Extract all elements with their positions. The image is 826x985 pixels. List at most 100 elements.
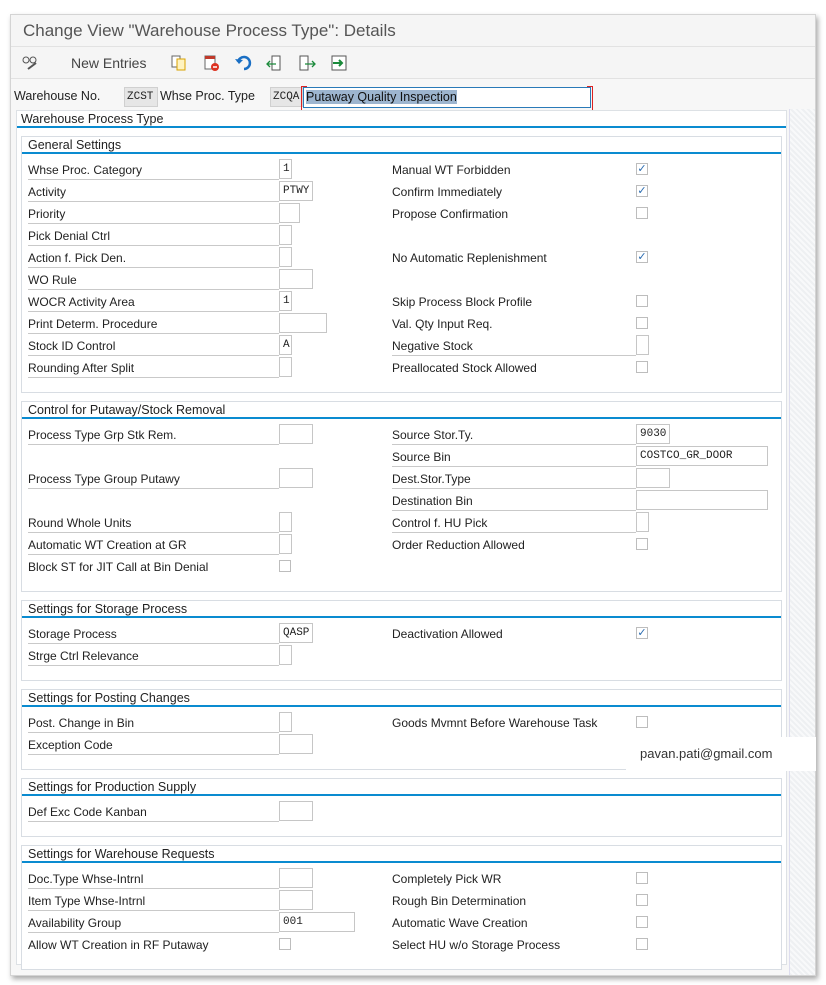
- propose-confirmation-checkbox[interactable]: [636, 207, 648, 219]
- skip-process-block-profile-checkbox[interactable]: [636, 295, 648, 307]
- description-text: Putaway Quality Inspection: [306, 90, 457, 104]
- priority-input[interactable]: [279, 203, 300, 223]
- negative-stock-input[interactable]: [636, 335, 649, 355]
- automatic-wt-creation-at-gr-input[interactable]: [279, 534, 292, 554]
- goods-mvmnt-before-warehouse-task-checkbox[interactable]: [636, 716, 648, 728]
- round-whole-units-input[interactable]: [279, 512, 292, 532]
- display-change-button[interactable]: [21, 54, 39, 72]
- doc-type-whse-intrnl-input[interactable]: [279, 868, 313, 888]
- preallocated-stock-allowed-checkbox[interactable]: [636, 361, 648, 373]
- field-destination-bin: Destination Bin: [392, 489, 792, 511]
- field-post-change-in-bin: Post. Change in Bin: [28, 711, 388, 733]
- process-type-group-putawy-input[interactable]: [279, 468, 313, 488]
- group-title: Settings for Storage Process: [22, 601, 781, 618]
- no-automatic-replenishment-checkbox[interactable]: ✓: [636, 251, 648, 263]
- undo-button[interactable]: [234, 54, 252, 72]
- process-type-label: Whse Proc. Type: [160, 89, 255, 103]
- field-label: Destination Bin: [392, 489, 636, 511]
- order-reduction-allowed-checkbox[interactable]: [636, 538, 648, 550]
- manual-wt-forbidden-checkbox[interactable]: ✓: [636, 163, 648, 175]
- storage-process-input[interactable]: QASP: [279, 623, 313, 643]
- field-def-exc-code-kanban: Def Exc Code Kanban: [28, 800, 388, 822]
- pick-denial-ctrl-input[interactable]: [279, 225, 292, 245]
- rounding-after-split-input[interactable]: [279, 357, 292, 377]
- wocr-activity-area-input[interactable]: 1: [279, 291, 292, 311]
- field-strge-ctrl-relevance: Strge Ctrl Relevance: [28, 644, 388, 666]
- new-entries-button[interactable]: New Entries: [71, 54, 147, 71]
- dest-stor-type-input[interactable]: [636, 468, 670, 488]
- form-row: Rounding After Split Preallocated Stock A…: [22, 356, 781, 378]
- form-row: Source Bin COSTCO_GR_DOOR: [22, 445, 781, 467]
- previous-entry-button[interactable]: [266, 54, 284, 72]
- stock-id-control-input[interactable]: A: [279, 335, 292, 355]
- item-type-whse-intrnl-input[interactable]: [279, 890, 313, 910]
- source-stor-ty-input[interactable]: 9030: [636, 424, 670, 444]
- automatic-wave-creation-checkbox[interactable]: [636, 916, 648, 928]
- control-f-hu-pick-input[interactable]: [636, 512, 649, 532]
- allow-wt-creation-in-rf-putaway-checkbox[interactable]: [279, 938, 291, 950]
- val-qty-input-req-checkbox[interactable]: [636, 317, 648, 329]
- field-automatic-wave-creation: Automatic Wave Creation: [392, 911, 792, 933]
- exception-code-input[interactable]: [279, 734, 313, 754]
- wo-rule-input[interactable]: [279, 269, 313, 289]
- rough-bin-determination-checkbox[interactable]: [636, 894, 648, 906]
- group-title: Settings for Posting Changes: [22, 690, 781, 707]
- print-determ-procedure-input[interactable]: [279, 313, 327, 333]
- field-label: Confirm Immediately: [392, 185, 503, 199]
- form-row: Activity PTWY Confirm Immediately ✓: [22, 180, 781, 202]
- form-row: Def Exc Code Kanban: [22, 800, 781, 822]
- action-f-pick-den-input[interactable]: [279, 247, 292, 267]
- strge-ctrl-relevance-input[interactable]: [279, 645, 292, 665]
- previous-entry-icon: [266, 54, 284, 72]
- post-change-in-bin-input[interactable]: [279, 712, 292, 732]
- process-type-grp-stk-rem-input[interactable]: [279, 424, 313, 444]
- block-st-for-jit-call-at-bin-denial-checkbox[interactable]: [279, 560, 291, 572]
- availability-group-input[interactable]: 001: [279, 912, 355, 932]
- confirm-immediately-checkbox[interactable]: ✓: [636, 185, 648, 197]
- group-settings-for-posting-changes: Settings for Posting Changes Post. Change…: [21, 689, 782, 770]
- group-title: Settings for Production Supply: [22, 779, 781, 796]
- field-allow-wt-creation-in-rf-putaway: Allow WT Creation in RF Putaway: [28, 933, 388, 955]
- def-exc-code-kanban-input[interactable]: [279, 801, 313, 821]
- checkmark-icon: ✓: [637, 163, 647, 175]
- form-row: Block ST for JIT Call at Bin Denial: [22, 555, 781, 577]
- source-bin-input[interactable]: COSTCO_GR_DOOR: [636, 446, 768, 466]
- field-label: Exception Code: [28, 733, 279, 755]
- next-entry-icon: [298, 54, 317, 72]
- select-hu-w-o-storage-process-checkbox[interactable]: [636, 938, 648, 950]
- field-block-st-for-jit-call-at-bin-denial: Block ST for JIT Call at Bin Denial: [28, 555, 388, 577]
- header-row: Warehouse No. ZCST Whse Proc. Type ZCQA …: [11, 86, 815, 111]
- checkmark-icon: ✓: [637, 251, 647, 263]
- field-label: Completely Pick WR: [392, 872, 502, 886]
- group-settings-for-storage-process: Settings for Storage Process Storage Proc…: [21, 600, 782, 681]
- deactivation-allowed-checkbox[interactable]: ✓: [636, 627, 648, 639]
- field-label: Process Type Grp Stk Rem.: [28, 423, 279, 445]
- whse-proc-category-input[interactable]: 1: [279, 159, 292, 179]
- field-doc-type-whse-intrnl: Doc.Type Whse-Intrnl: [28, 867, 388, 889]
- select-block-button[interactable]: [330, 54, 348, 72]
- field-label: Deactivation Allowed: [392, 627, 503, 641]
- field-label: Stock ID Control: [28, 334, 279, 356]
- delete-button[interactable]: [202, 54, 220, 72]
- form-row: Round Whole Units Control f. HU Pick: [22, 511, 781, 533]
- display-change-icon: [21, 54, 39, 72]
- form-row: Print Determ. Procedure Val. Qty Input Re…: [22, 312, 781, 334]
- activity-input[interactable]: PTWY: [279, 181, 313, 201]
- select-block-icon: [330, 54, 348, 72]
- vertical-scrollbar[interactable]: [789, 109, 815, 975]
- next-entry-button[interactable]: [298, 54, 317, 72]
- form-row: Action f. Pick Den. No Automatic Replenis…: [22, 246, 781, 268]
- field-deactivation-allowed: Deactivation Allowed ✓: [392, 622, 792, 644]
- field-label: Source Stor.Ty.: [392, 423, 636, 445]
- description-input[interactable]: Putaway Quality Inspection: [301, 86, 593, 111]
- copy-button[interactable]: [170, 54, 188, 72]
- completely-pick-wr-checkbox[interactable]: [636, 872, 648, 884]
- form-row: WO Rule: [22, 268, 781, 290]
- window: Change View "Warehouse Process Type": De…: [10, 14, 816, 976]
- field-preallocated-stock-allowed: Preallocated Stock Allowed: [392, 356, 792, 378]
- field-label: Automatic Wave Creation: [392, 916, 528, 930]
- destination-bin-input[interactable]: [636, 490, 768, 510]
- field-label: Order Reduction Allowed: [392, 538, 525, 552]
- field-val-qty-input-req: Val. Qty Input Req.: [392, 312, 792, 334]
- process-type-field: ZCQA: [270, 87, 303, 107]
